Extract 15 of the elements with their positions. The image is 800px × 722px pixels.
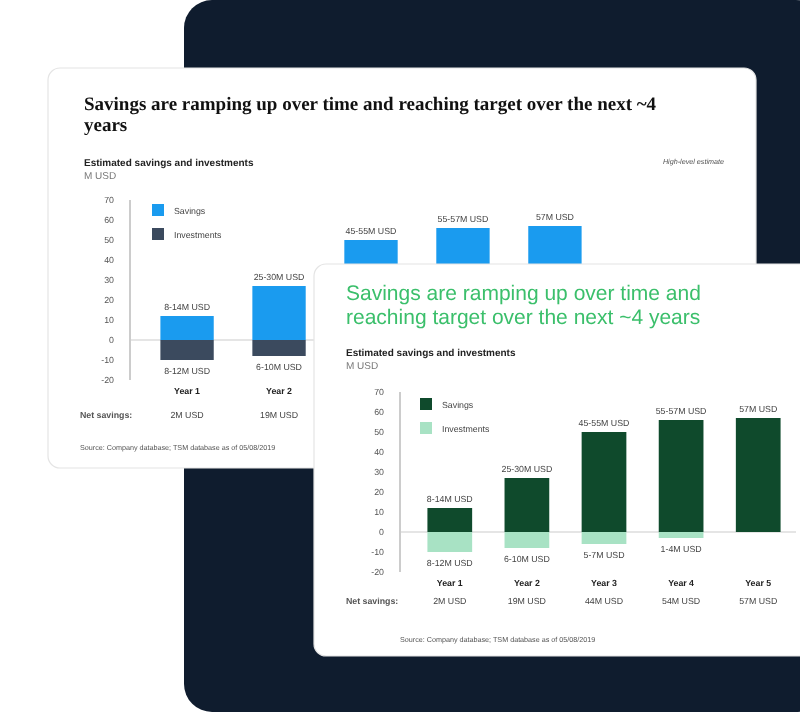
bar	[427, 532, 473, 552]
bar	[658, 532, 704, 538]
bar	[504, 532, 550, 548]
bar	[252, 340, 306, 356]
bar	[581, 532, 627, 544]
bar	[160, 316, 214, 340]
bar	[504, 478, 550, 532]
bar	[735, 418, 781, 532]
chart-title: Savings are ramping up over time and reaching target over the next ~4 years	[346, 282, 702, 330]
bar	[581, 432, 627, 532]
bar	[658, 420, 704, 532]
bar	[427, 508, 473, 532]
chart-title: Savings are ramping up over time and reaching target over the next ~4 years	[84, 96, 657, 138]
bar	[252, 286, 306, 340]
bar	[160, 340, 214, 360]
